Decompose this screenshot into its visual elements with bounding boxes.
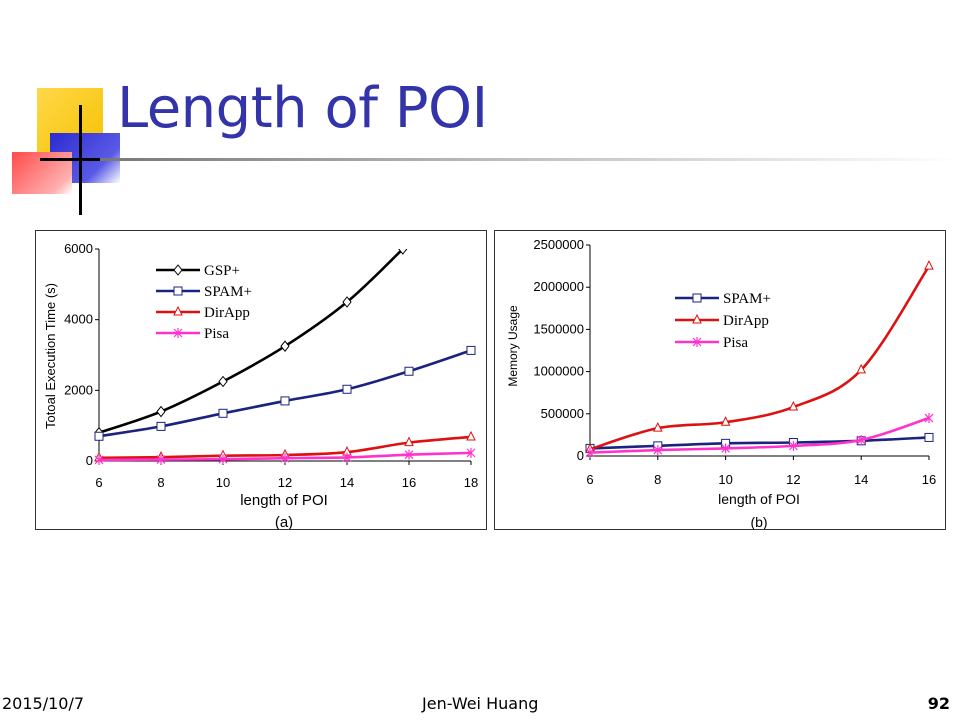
chart-a-data-point <box>466 430 476 441</box>
chart-a-data-point <box>218 454 228 465</box>
chart-b-series-Pisa <box>585 413 934 458</box>
chart-memory-usage: 0 500000 1000000 1500000 2000000 2500000 6 8 10 1… <box>494 230 946 530</box>
chart-b-svg: 0 500000 1000000 1500000 2000000 2500000 6 8 10 1… <box>506 237 936 529</box>
chart-b-series-line <box>589 436 930 450</box>
title-underline <box>100 158 960 161</box>
chart-b-y-tick-label: 2500000 <box>533 237 584 252</box>
chart-b-data-point <box>788 440 798 451</box>
chart-a-data-point <box>342 452 352 463</box>
chart-a-x-tick-label: 8 <box>157 475 164 490</box>
chart-a-x-tick-label: 14 <box>340 475 354 490</box>
chart-a-data-point <box>280 453 290 464</box>
chart-a-legend-marker <box>173 305 183 316</box>
chart-b-legend-marker <box>692 313 702 324</box>
footer-author: Jen-Wei Huang <box>422 694 539 713</box>
chart-b-series-DirApp <box>585 259 934 453</box>
chart-a-data-point <box>404 436 414 447</box>
chart-b-legend-label: SPAM+ <box>723 291 771 307</box>
chart-a-series-line <box>98 349 472 438</box>
chart-a-legend-label: SPAM+ <box>204 284 252 300</box>
chart-a-data-point <box>156 405 166 418</box>
chart-b-x-tick-label: 6 <box>586 472 593 487</box>
chart-a-legend-label: Pisa <box>204 326 229 342</box>
chart-b-data-point <box>720 416 731 426</box>
chart-b-data-point <box>653 445 663 456</box>
chart-a-caption: (a) <box>275 514 293 529</box>
chart-a-data-point <box>156 454 166 465</box>
chart-b-data-point <box>856 363 867 374</box>
chart-b-data-point <box>856 434 866 445</box>
chart-b-x-tick-label: 14 <box>854 472 868 487</box>
chart-a-legend-marker <box>173 286 183 296</box>
chart-execution-time: 0 2000 4000 6000 6 8 10 12 14 16 18 length of POI (a… <box>35 230 487 530</box>
chart-b-data-point <box>924 259 934 270</box>
chart-b-y-tick-label: 0 <box>577 448 584 463</box>
chart-b-legend-label: Pisa <box>723 335 748 351</box>
chart-a-y-tick-label: 2000 <box>64 382 93 397</box>
chart-a-data-point <box>398 249 408 255</box>
chart-b-y-tick-label: 2000000 <box>533 279 584 294</box>
chart-b-data-point <box>652 422 663 432</box>
chart-b-legend-label: DirApp <box>723 313 769 329</box>
chart-a-series-SPAM+ <box>94 345 476 441</box>
chart-a-data-point <box>466 345 476 355</box>
footer-date: 2015/10/7 <box>2 694 85 713</box>
chart-a-x-tick-label: 18 <box>464 475 478 490</box>
chart-b-y-tick-label: 1000000 <box>533 364 584 379</box>
chart-a-x-tick-label: 16 <box>402 475 416 490</box>
chart-a-y-tick-label: 6000 <box>64 241 93 256</box>
chart-a-data-point <box>156 421 166 431</box>
chart-a-x-tick-label: 10 <box>216 475 230 490</box>
chart-a-y-tick-label: 4000 <box>64 312 93 327</box>
chart-b-legend-marker <box>692 293 702 303</box>
chart-b-data-point <box>924 413 934 424</box>
chart-b-y-axis-label: Memory Usage <box>506 305 520 387</box>
chart-b-data-point <box>585 447 595 458</box>
chart-b-data-point <box>721 443 731 454</box>
chart-a-y-tick-label: 0 <box>86 453 93 468</box>
chart-a-series-line <box>98 249 404 434</box>
chart-a-legend-label: DirApp <box>204 305 250 321</box>
chart-a-legend-marker <box>173 328 183 338</box>
chart-a-legend-marker <box>173 264 183 276</box>
chart-a-data-point <box>280 340 290 352</box>
chart-a-data-point <box>94 454 104 465</box>
chart-a-data-point <box>404 449 414 460</box>
chart-a-x-axis-label: length of POI <box>240 492 328 509</box>
chart-b-x-tick-label: 16 <box>922 472 936 487</box>
chart-b-series-line <box>589 416 930 454</box>
slide-title: Length of POI <box>117 76 488 141</box>
chart-b-x-tick-label: 8 <box>654 472 661 487</box>
chart-a-data-point <box>342 384 352 394</box>
chart-a-y-axis-label: Totoal Execution Time (s) <box>43 283 58 429</box>
page-number: 92 <box>927 694 950 713</box>
chart-b-x-tick-label: 10 <box>718 472 732 487</box>
chart-b-x-tick-label: 12 <box>786 472 800 487</box>
chart-a-legend-label: GSP+ <box>204 263 240 279</box>
chart-b-legend-marker <box>692 337 702 347</box>
chart-a-x-tick-label: 12 <box>278 475 292 490</box>
chart-a-data-point <box>466 447 476 458</box>
chart-b-y-tick-label: 500000 <box>541 406 584 421</box>
chart-b-y-tick-label: 1500000 <box>533 321 584 336</box>
chart-b-data-point <box>788 400 799 411</box>
chart-a-x-tick-label: 6 <box>95 475 102 490</box>
chart-a-data-point <box>218 408 228 418</box>
chart-a-data-point <box>342 296 352 308</box>
chart-a-data-point <box>280 396 290 406</box>
chart-a-series-Pisa <box>94 447 476 465</box>
chart-a-data-point <box>218 375 228 388</box>
chart-b-data-point <box>924 432 934 442</box>
chart-a-svg: 0 2000 4000 6000 6 8 10 12 14 16 18 length of POI (a… <box>43 241 478 529</box>
decor-horizontal-line <box>40 158 105 161</box>
chart-b-caption: (b) <box>750 514 767 529</box>
chart-a-data-point <box>404 366 414 376</box>
chart-b-x-axis-label: length of POI <box>718 491 800 507</box>
chart-a-data-point <box>94 431 104 441</box>
